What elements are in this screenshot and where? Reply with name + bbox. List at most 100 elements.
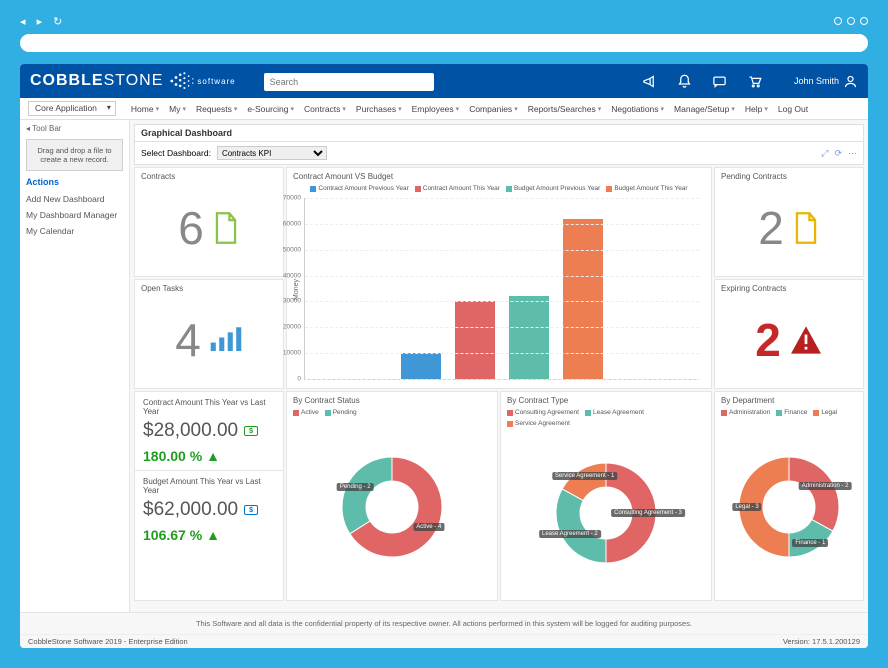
kpi-expiring-value: 2 bbox=[755, 313, 781, 367]
app-selector[interactable]: Core Application bbox=[28, 101, 116, 116]
bar[interactable] bbox=[455, 301, 495, 379]
card-by-department: By Department AdministrationFinanceLegal… bbox=[714, 391, 864, 601]
user-menu[interactable]: John Smith bbox=[794, 74, 858, 89]
card-barchart: Contract Amount VS Budget Contract Amoun… bbox=[286, 167, 712, 389]
segment-label: Consulting Agreement - 3 bbox=[611, 509, 685, 517]
footer-version: Version: 17.5.1.200129 bbox=[783, 637, 860, 646]
menu-reports-searches[interactable]: Reports/Searches ▾ bbox=[523, 104, 607, 114]
window-dot bbox=[847, 17, 855, 25]
bar[interactable] bbox=[563, 219, 603, 379]
page-title: Graphical Dashboard bbox=[134, 124, 864, 142]
card-title: Expiring Contracts bbox=[721, 284, 857, 293]
card-open-tasks: Open Tasks 4 bbox=[134, 279, 284, 389]
legend-item: Lease Agreement bbox=[585, 409, 644, 416]
cart-icon[interactable] bbox=[747, 74, 762, 89]
brand-name-a: COBBLE bbox=[30, 72, 104, 89]
card-pending-contracts: Pending Contracts 2 bbox=[714, 167, 864, 277]
select-dashboard-label: Select Dashboard: bbox=[141, 148, 211, 158]
sidebar-toolbar-label[interactable]: ◂ Tool Bar bbox=[26, 124, 123, 133]
segment-label: Administration - 2 bbox=[799, 482, 852, 490]
sidebar-link[interactable]: My Calendar bbox=[26, 223, 123, 239]
segment-label: Legal - 3 bbox=[732, 503, 761, 511]
menu-help[interactable]: Help ▾ bbox=[740, 104, 773, 114]
legend-item: Legal bbox=[813, 409, 837, 416]
metric-title: Contract Amount This Year vs Last Year bbox=[143, 398, 275, 416]
search-wrap bbox=[264, 72, 434, 91]
menu-employees[interactable]: Employees ▾ bbox=[407, 104, 465, 114]
search-input[interactable] bbox=[264, 73, 434, 91]
menu-purchases[interactable]: Purchases ▾ bbox=[351, 104, 407, 114]
kpi-opentasks-value: 4 bbox=[175, 313, 201, 367]
dashboard-selector-bar: Select Dashboard: Contracts KPI ⤢ ⟳ ⋯ bbox=[134, 142, 864, 165]
sidebar-link[interactable]: My Dashboard Manager bbox=[26, 207, 123, 223]
bar[interactable] bbox=[401, 353, 441, 379]
metric-pct: 180.00 % bbox=[143, 448, 202, 464]
money-icon: $ bbox=[244, 505, 258, 515]
menu-log-out[interactable]: Log Out bbox=[773, 104, 813, 114]
legend-item: Pending bbox=[325, 409, 357, 416]
footer-copyright: CobbleStone Software 2019 - Enterprise E… bbox=[28, 637, 188, 646]
kpi-contracts-value: 6 bbox=[178, 201, 204, 255]
donut-chart[interactable] bbox=[332, 447, 452, 567]
legend-item: Service Agreement bbox=[507, 420, 570, 427]
legend-item: Contract Amount Previous Year bbox=[310, 185, 408, 192]
segment-label: Active - 4 bbox=[413, 523, 444, 531]
browser-frame: ◂ ▸ ↻ COBBLESTONE software John Smith bbox=[8, 8, 880, 660]
card-expiring-contracts: Expiring Contracts 2 bbox=[714, 279, 864, 389]
legend-item: Administration bbox=[721, 409, 770, 416]
menu-manage-setup[interactable]: Manage/Setup ▾ bbox=[669, 104, 740, 114]
metric-title: Budget Amount This Year vs Last Year bbox=[143, 477, 275, 495]
card-title: By Contract Type bbox=[507, 396, 705, 405]
bar[interactable] bbox=[509, 296, 549, 379]
expand-icon[interactable]: ⤢ bbox=[821, 148, 828, 159]
legend-item: Budget Amount This Year bbox=[606, 185, 687, 192]
menu-home[interactable]: Home ▾ bbox=[126, 104, 164, 114]
legend-item: Budget Amount Previous Year bbox=[506, 185, 600, 192]
main-content: Graphical Dashboard Select Dashboard: Co… bbox=[130, 120, 868, 612]
arrow-up-icon: ▲ bbox=[206, 527, 220, 543]
bar-plot: 010000200003000040000500006000070000 bbox=[304, 198, 699, 380]
app-window: COBBLESTONE software John Smith Core App… bbox=[20, 64, 868, 648]
brand-dots-icon bbox=[169, 70, 197, 92]
sidebar-link[interactable]: Add New Dashboard bbox=[26, 191, 123, 207]
legend-item: Contract Amount This Year bbox=[415, 185, 500, 192]
app-topbar: COBBLESTONE software John Smith bbox=[20, 64, 868, 98]
menu-companies[interactable]: Companies ▾ bbox=[464, 104, 523, 114]
megaphone-icon[interactable] bbox=[642, 74, 657, 89]
footer-disclaimer: This Software and all data is the confid… bbox=[20, 612, 868, 634]
card-title: Contract Amount VS Budget bbox=[293, 172, 705, 181]
menu-contracts[interactable]: Contracts ▾ bbox=[299, 104, 351, 114]
segment-label: Service Agreement - 1 bbox=[552, 472, 617, 480]
chat-icon[interactable] bbox=[712, 74, 727, 89]
segment-label: Finance - 1 bbox=[792, 539, 828, 547]
arrow-up-icon: ▲ bbox=[206, 448, 220, 464]
segment-label: Lease Agreement - 2 bbox=[539, 530, 601, 538]
card-by-status: By Contract Status ActivePending Active … bbox=[286, 391, 498, 601]
brand-sub: software bbox=[197, 77, 235, 86]
bell-icon[interactable] bbox=[677, 74, 692, 89]
card-title: Contracts bbox=[141, 172, 277, 181]
menu-my[interactable]: My ▾ bbox=[164, 104, 191, 114]
legend-item: Consulting Agreement bbox=[507, 409, 579, 416]
card-contracts: Contracts 6 bbox=[134, 167, 284, 277]
dashboard-select[interactable]: Contracts KPI bbox=[217, 146, 327, 160]
reload-icon[interactable]: ⟳ bbox=[834, 148, 842, 159]
warning-icon bbox=[789, 325, 823, 355]
brand-name-b: STONE bbox=[104, 72, 164, 89]
url-bar[interactable] bbox=[20, 34, 868, 52]
menu-negotiations[interactable]: Negotiations ▾ bbox=[606, 104, 669, 114]
browser-titlebar: ◂ ▸ ↻ bbox=[8, 8, 880, 34]
metric-pct: 106.67 % bbox=[143, 527, 202, 543]
sidebar-dropzone[interactable]: Drag and drop a file to create a new rec… bbox=[26, 139, 123, 171]
metric-amount: $28,000.00 bbox=[143, 420, 238, 442]
menu-requests[interactable]: Requests ▾ bbox=[191, 104, 242, 114]
menu-e-sourcing[interactable]: e-Sourcing ▾ bbox=[242, 104, 299, 114]
brand-logo: COBBLESTONE bbox=[30, 70, 197, 92]
segment-label: Pending - 2 bbox=[337, 483, 374, 491]
main-menubar: Core Application Home ▾My ▾Requests ▾e-S… bbox=[20, 98, 868, 120]
metric-amount: $62,000.00 bbox=[143, 499, 238, 521]
nav-arrows[interactable]: ◂ ▸ ↻ bbox=[20, 15, 66, 28]
card-by-type: By Contract Type Consulting Agreement Lea… bbox=[500, 391, 712, 601]
more-icon[interactable]: ⋯ bbox=[848, 148, 857, 159]
card-title: Open Tasks bbox=[141, 284, 277, 293]
